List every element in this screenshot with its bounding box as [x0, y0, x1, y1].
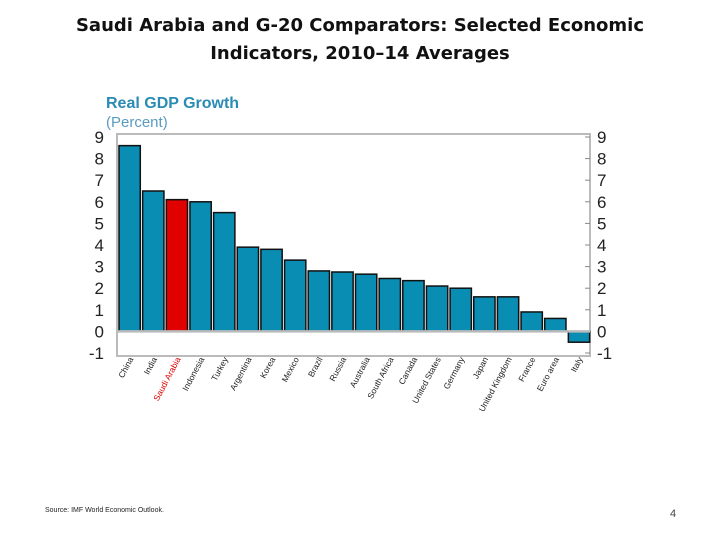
bar-france [520, 311, 544, 333]
y-tick-right: 4 [597, 236, 606, 255]
x-tick-label: Germany [441, 355, 467, 391]
x-tick-label: France [516, 355, 537, 383]
chart-subtitle: (Percent) [106, 114, 168, 131]
bar-canada [402, 279, 425, 333]
y-tick-right: 7 [597, 171, 606, 190]
bar-russia [331, 271, 354, 333]
y-tick-right: 5 [597, 214, 606, 233]
y-tick-left: -1 [89, 344, 104, 363]
bar-australia [354, 273, 378, 333]
bar-japan [473, 296, 496, 333]
y-tick-left: 7 [95, 171, 104, 190]
y-tick-right: 2 [597, 279, 606, 298]
x-tick-label: India [142, 355, 160, 376]
bar-united-kingdom [496, 296, 520, 333]
y-tick-right: -1 [597, 344, 612, 363]
x-tick-label: Canada [396, 355, 419, 386]
y-tick-left: 5 [95, 214, 104, 233]
y-tick-left: 0 [95, 322, 104, 341]
x-tick-label: Italy [569, 355, 586, 374]
slide-title: Saudi Arabia and G-20 Comparators: Selec… [75, 15, 645, 64]
bar-turkey [212, 211, 236, 333]
bar-mexico [283, 259, 307, 333]
bar-italy [567, 330, 591, 343]
x-tick-label: Korea [258, 355, 278, 380]
chart-title: Real GDP Growth [106, 95, 239, 112]
y-tick-left: 2 [95, 279, 104, 298]
y-tick-left: 1 [95, 301, 104, 320]
y-tick-left: 4 [95, 236, 104, 255]
bar-south-africa [378, 277, 402, 333]
y-tick-right: 0 [597, 322, 606, 341]
bar-brazil [307, 270, 331, 333]
y-tick-left: 3 [95, 258, 104, 277]
bar-saudi-arabia [165, 198, 189, 333]
x-tick-label: Turkey [209, 355, 230, 383]
y-tick-right: 3 [597, 258, 606, 277]
bar-china [118, 144, 142, 333]
x-tick-label: Euro area [535, 355, 561, 393]
x-tick-label: Japan [470, 355, 490, 380]
x-tick-label: Australia [348, 355, 372, 389]
page-number: 4 [670, 508, 677, 520]
x-tick-label: China [116, 355, 135, 380]
y-tick-left: 9 [95, 128, 104, 147]
source-note: Source: IMF World Economic Outlook. [45, 507, 164, 514]
y-tick-right: 1 [597, 301, 606, 320]
y-tick-right: 6 [597, 193, 606, 212]
bar-argentina [236, 246, 260, 333]
y-tick-right: 8 [597, 150, 606, 169]
bar-euro-area [543, 317, 567, 333]
bar-united-states [425, 285, 449, 333]
x-tick-label: Argentina [228, 355, 254, 392]
x-tick-label: Mexico [279, 355, 301, 384]
y-tick-left: 6 [95, 193, 104, 212]
bar-korea [260, 248, 283, 333]
x-tick-label: Brazil [306, 355, 325, 379]
bar-indonesia [189, 201, 212, 333]
bar-india [141, 190, 165, 333]
x-tick-label: Russia [327, 355, 348, 383]
y-tick-left: 8 [95, 150, 104, 169]
y-tick-right: 9 [597, 128, 606, 147]
x-tick-label: Indonesia [180, 355, 206, 392]
bar-germany [449, 287, 473, 333]
